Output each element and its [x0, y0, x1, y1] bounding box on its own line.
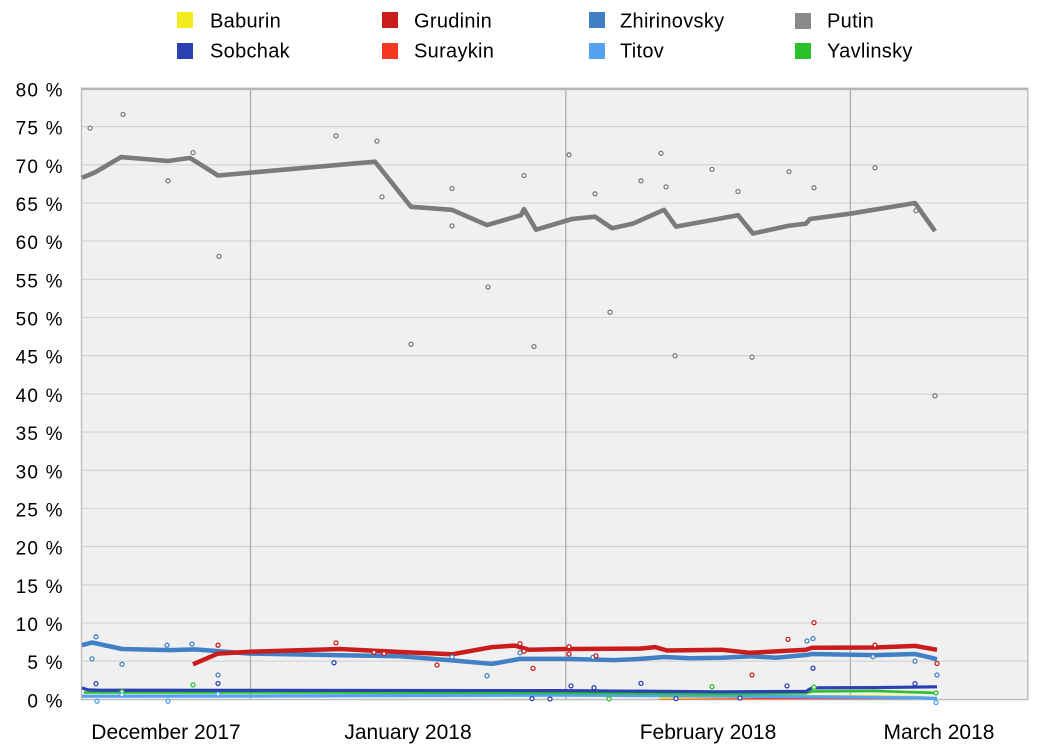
svg-text:Zhirinovsky: Zhirinovsky — [620, 11, 724, 33]
svg-text:Putin: Putin — [827, 11, 874, 33]
svg-text:Suraykin: Suraykin — [414, 41, 494, 63]
svg-text:40 %: 40 % — [16, 386, 64, 407]
svg-text:0 %: 0 % — [27, 691, 63, 712]
svg-text:70 %: 70 % — [16, 157, 64, 178]
svg-text:55 %: 55 % — [16, 271, 64, 292]
svg-text:Yavlinsky: Yavlinsky — [827, 41, 913, 63]
svg-text:20 %: 20 % — [16, 539, 64, 560]
svg-text:80 %: 80 % — [16, 80, 64, 101]
svg-text:10 %: 10 % — [16, 615, 64, 636]
svg-text:Baburin: Baburin — [210, 11, 281, 33]
svg-text:75 %: 75 % — [16, 119, 64, 140]
svg-text:65 %: 65 % — [16, 195, 64, 216]
svg-text:December 2017: December 2017 — [91, 721, 240, 744]
svg-text:January 2018: January 2018 — [344, 721, 471, 744]
svg-text:25 %: 25 % — [16, 501, 64, 522]
svg-text:50 %: 50 % — [16, 310, 64, 331]
svg-text:15 %: 15 % — [16, 577, 64, 598]
svg-text:Sobchak: Sobchak — [210, 41, 291, 63]
svg-text:Grudinin: Grudinin — [414, 11, 492, 33]
svg-text:February 2018: February 2018 — [640, 721, 777, 744]
svg-text:60 %: 60 % — [16, 233, 64, 254]
svg-text:45 %: 45 % — [16, 348, 64, 369]
svg-text:30 %: 30 % — [16, 462, 64, 483]
svg-text:35 %: 35 % — [16, 424, 64, 445]
svg-text:March 2018: March 2018 — [884, 721, 995, 744]
svg-text:Titov: Titov — [620, 41, 664, 63]
svg-text:5 %: 5 % — [27, 653, 63, 674]
